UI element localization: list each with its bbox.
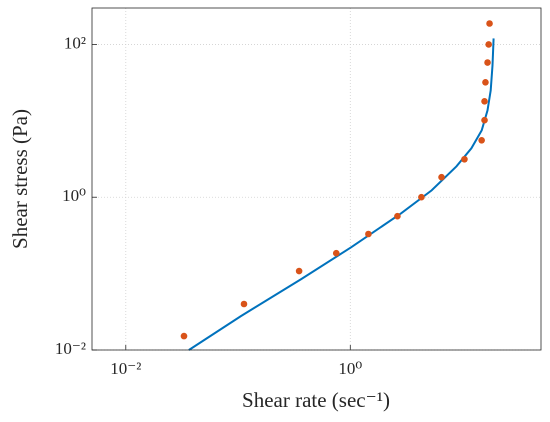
data-point xyxy=(365,230,372,238)
data-point xyxy=(461,155,468,163)
x-tick-label: 10⁻² xyxy=(110,359,141,378)
y-axis-label: Shear stress (Pa) xyxy=(8,109,32,249)
data-point xyxy=(180,332,188,340)
data-point xyxy=(394,212,401,220)
data-point xyxy=(485,41,492,48)
marks xyxy=(180,20,495,351)
data-point xyxy=(418,193,425,201)
data-point xyxy=(482,79,489,86)
data-point xyxy=(478,137,485,144)
data-point xyxy=(332,249,340,257)
data-point xyxy=(481,116,488,124)
data-point xyxy=(240,300,248,308)
x-axis-label: Shear rate (sec⁻¹) xyxy=(242,388,390,412)
data-point xyxy=(295,267,303,275)
x-tick-label: 10⁰ xyxy=(338,359,362,378)
fit-line xyxy=(188,38,495,351)
y-tick-label: 10⁰ xyxy=(62,186,86,205)
data-point xyxy=(481,98,488,105)
y-tick-label: 10² xyxy=(64,33,86,52)
data-point xyxy=(484,59,491,66)
y-tick-label: 10⁻² xyxy=(55,339,86,358)
data-point xyxy=(438,173,445,181)
plot-area xyxy=(92,8,541,350)
data-point xyxy=(486,20,493,27)
axes-box xyxy=(91,7,542,351)
